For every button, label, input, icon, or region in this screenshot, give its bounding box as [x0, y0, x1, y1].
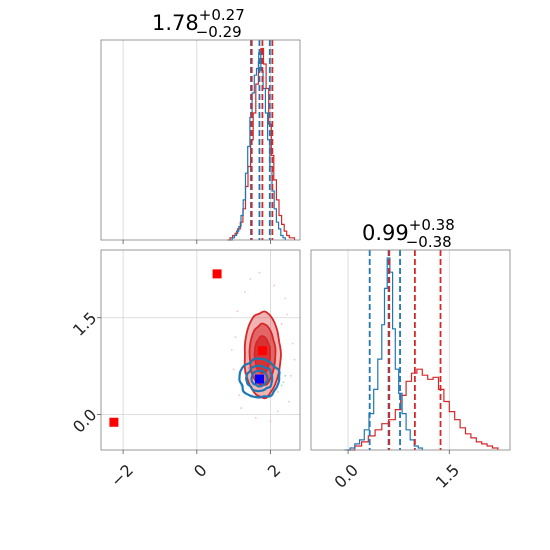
blue-contour — [250, 369, 269, 388]
contour-markers — [109, 269, 267, 427]
blue-sample-point — [247, 367, 250, 369]
top-title-value: 1.78 — [152, 11, 199, 35]
red-sample-point — [243, 291, 246, 293]
right-title-minus: −0.38 — [406, 233, 452, 251]
red-sample-point — [284, 297, 287, 300]
blue-sample-point — [280, 384, 283, 387]
blue-sample-point — [284, 374, 287, 377]
x-tick-label: 1.5 — [432, 460, 463, 491]
y-tick-label: 0.0 — [69, 405, 100, 436]
x-tick-label: −2 — [107, 460, 137, 490]
blue-sample-point — [276, 391, 279, 393]
contour-panel: −2 0 2 0.0 1.5 — [69, 249, 301, 491]
blue-contour — [238, 357, 281, 399]
red-sample-point — [238, 394, 241, 397]
red-sample-point — [234, 336, 237, 338]
right-histogram-grid — [347, 250, 450, 450]
red-marker — [257, 346, 267, 356]
red-marker — [109, 417, 119, 427]
x-tick-label: 2 — [264, 460, 285, 481]
red-sample-point — [254, 416, 257, 419]
red-sample-point — [276, 410, 279, 413]
right-quantile-lines — [368, 250, 442, 450]
red-sample-point — [293, 358, 296, 361]
blue-histogram — [344, 257, 423, 451]
top-title-minus: −0.29 — [196, 23, 242, 41]
x-tick-label: 0.0 — [331, 460, 362, 491]
x-tick-label: 0 — [190, 460, 211, 481]
top-quantile-lines — [250, 40, 274, 240]
red-sample-point — [289, 374, 292, 377]
right-histogram-frame — [310, 249, 511, 451]
red-sample-point — [280, 323, 283, 326]
red-sample-point — [286, 313, 289, 316]
right-title-plus: +0.38 — [409, 216, 455, 234]
y-tick-label: 1.5 — [69, 308, 100, 339]
red-sample-point — [288, 400, 290, 403]
red-sample-point — [236, 310, 239, 313]
red-marker — [212, 269, 222, 279]
right-histograms — [344, 257, 499, 451]
top-histograms — [227, 47, 296, 241]
blue-contour — [245, 364, 274, 393]
contour-frame — [100, 249, 301, 451]
right-title-value: 0.99 — [362, 221, 409, 245]
red-sample-point — [240, 407, 242, 409]
top-title: 1.78+0.27 −0.29 — [152, 6, 245, 41]
right-histogram-ticks: 0.0 1.5 — [331, 450, 463, 492]
red-sample-point — [258, 271, 261, 274]
red-sample-point — [232, 368, 235, 371]
top-histogram-frame — [100, 39, 301, 241]
red-sample-point — [230, 349, 233, 351]
red-sample-point — [269, 420, 272, 422]
top-title-plus: +0.27 — [199, 6, 245, 24]
red-sample-point — [291, 342, 294, 345]
red-histogram — [227, 47, 296, 241]
red-histogram — [348, 368, 499, 451]
top-histogram-grid — [122, 40, 271, 240]
red-sample-point — [273, 284, 276, 287]
blue-sample-point — [282, 381, 285, 384]
blue-histogram — [230, 52, 286, 241]
red-sample-point — [249, 278, 252, 280]
right-histogram-panel: 0.0 1.5 — [310, 249, 511, 492]
top-histogram-panel — [100, 39, 301, 244]
right-title: 0.99+0.38 −0.38 — [362, 216, 455, 251]
top-histogram-ticks — [122, 240, 271, 244]
blue-marker — [254, 374, 264, 384]
